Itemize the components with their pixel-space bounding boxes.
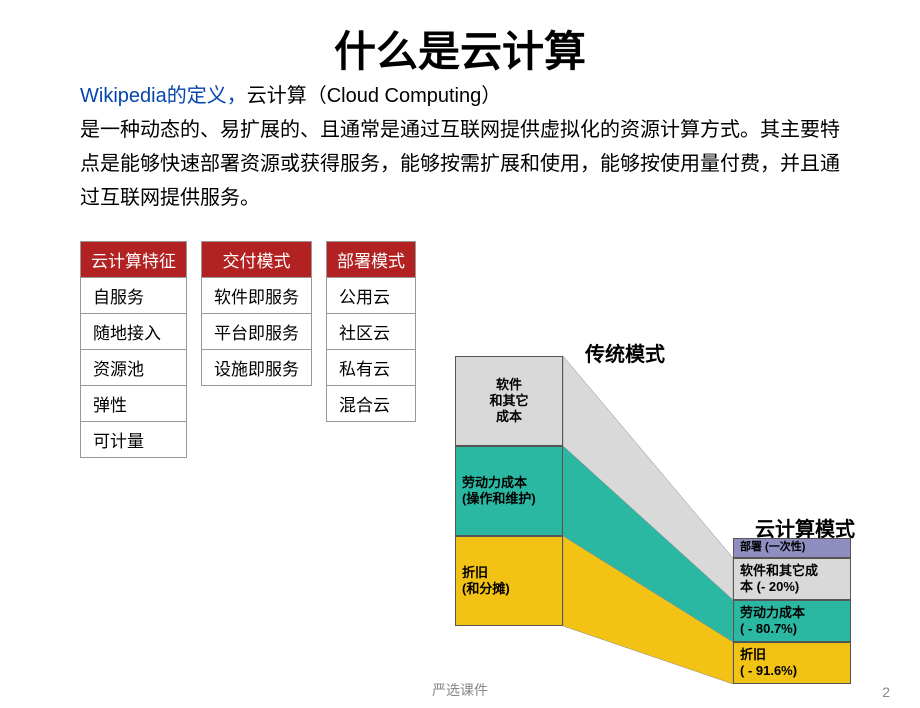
- definition-block: Wikipedia的定义，云计算（Cloud Computing） 是一种动态的…: [0, 79, 920, 215]
- table-row: 社区云: [326, 314, 416, 350]
- trad-software-bar: 软件 和其它 成本: [455, 356, 563, 446]
- features-header: 云计算特征: [80, 241, 187, 278]
- deployment-table: 部署模式 公用云 社区云 私有云 混合云: [326, 241, 416, 422]
- cloud-depr-bar: 折旧 ( - 91.6%): [733, 642, 851, 684]
- table-row: 混合云: [326, 386, 416, 422]
- trad-depr-bar: 折旧 (和分摊): [455, 536, 563, 626]
- table-row: 自服务: [80, 278, 187, 314]
- wiki-prefix: Wikipedia的定义，: [80, 85, 247, 107]
- cloud-software-bar: 软件和其它成 本 (- 20%): [733, 558, 851, 600]
- page-number: 2: [882, 684, 890, 700]
- cloud-deploy-bar: 部署 (一次性): [733, 538, 851, 558]
- trad-labor-bar: 劳动力成本 (操作和维护): [455, 446, 563, 536]
- table-row: 资源池: [80, 350, 187, 386]
- table-row: 设施即服务: [201, 350, 312, 386]
- definition-body: 是一种动态的、易扩展的、且通常是通过互联网提供虚拟化的资源计算方式。其主要特点是…: [80, 113, 850, 215]
- table-row: 随地接入: [80, 314, 187, 350]
- cost-comparison-chart: 传统模式 云计算模式 软件 和其它 成本 劳动力成本 (操作和维护) 折旧 (和…: [455, 338, 895, 708]
- page-title: 什么是云计算: [0, 18, 920, 79]
- table-row: 软件即服务: [201, 278, 312, 314]
- cloud-labor-bar: 劳动力成本 ( - 80.7%): [733, 600, 851, 642]
- table-row: 平台即服务: [201, 314, 312, 350]
- features-table: 云计算特征 自服务 随地接入 资源池 弹性 可计量: [80, 241, 187, 458]
- table-row: 公用云: [326, 278, 416, 314]
- cloud-term: 云计算（Cloud Computing）: [247, 85, 502, 107]
- table-row: 可计量: [80, 422, 187, 458]
- footer-text: 严选课件: [0, 680, 920, 700]
- deployment-header: 部署模式: [326, 241, 416, 278]
- table-row: 弹性: [80, 386, 187, 422]
- delivery-table: 交付模式 软件即服务 平台即服务 设施即服务: [201, 241, 312, 386]
- table-row: 私有云: [326, 350, 416, 386]
- delivery-header: 交付模式: [201, 241, 312, 278]
